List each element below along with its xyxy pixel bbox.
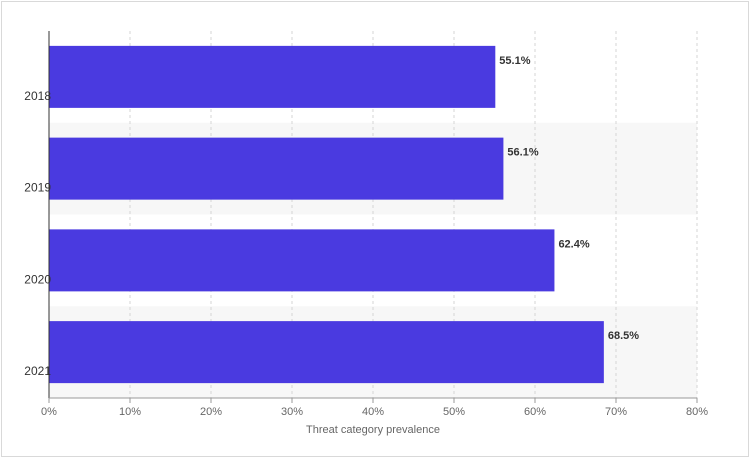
bar-2018 bbox=[49, 45, 496, 108]
bar-2019 bbox=[49, 137, 504, 200]
axes bbox=[48, 31, 698, 403]
x-tick-label: 80% bbox=[686, 406, 708, 418]
x-tick-label: 30% bbox=[281, 406, 303, 418]
x-tick-label: 50% bbox=[443, 406, 465, 418]
labels: 0% 10% 20% 30% 40% 50% 60% 70% 80% 55.1% 2018 56.1%… bbox=[24, 55, 708, 418]
data-label-2019: 56.1% bbox=[507, 147, 538, 159]
x-tick-label: 40% bbox=[362, 406, 384, 418]
data-label-2021: 68.5% bbox=[608, 330, 639, 342]
category-label-2020: 2020 bbox=[24, 272, 51, 286]
x-axis-title: Threat category prevalence bbox=[306, 424, 440, 436]
bars bbox=[49, 45, 604, 384]
bar-2021 bbox=[49, 321, 604, 384]
data-label-2018: 55.1% bbox=[499, 55, 530, 67]
x-tick-label: 70% bbox=[605, 406, 627, 418]
x-tick-label: 0% bbox=[41, 406, 57, 418]
bar-2020 bbox=[49, 229, 555, 292]
data-label-2020: 62.4% bbox=[558, 238, 589, 250]
x-tick-label: 10% bbox=[119, 406, 141, 418]
x-tick-label: 20% bbox=[200, 406, 222, 418]
x-tick-label: 60% bbox=[524, 406, 546, 418]
category-label-2021: 2021 bbox=[24, 364, 51, 378]
category-label-2018: 2018 bbox=[24, 89, 51, 103]
category-label-2019: 2019 bbox=[24, 181, 51, 195]
